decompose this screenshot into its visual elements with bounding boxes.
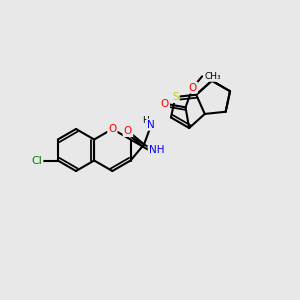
Text: NH: NH <box>149 145 164 155</box>
Text: Cl: Cl <box>32 155 42 166</box>
Text: N: N <box>147 120 155 130</box>
Text: O: O <box>108 124 116 134</box>
Text: CH₃: CH₃ <box>204 72 221 81</box>
Text: O: O <box>124 126 132 136</box>
Text: O: O <box>124 126 132 136</box>
Text: H: H <box>142 116 149 125</box>
Text: O: O <box>189 82 197 93</box>
Text: S: S <box>172 92 179 102</box>
Text: O: O <box>161 99 169 109</box>
